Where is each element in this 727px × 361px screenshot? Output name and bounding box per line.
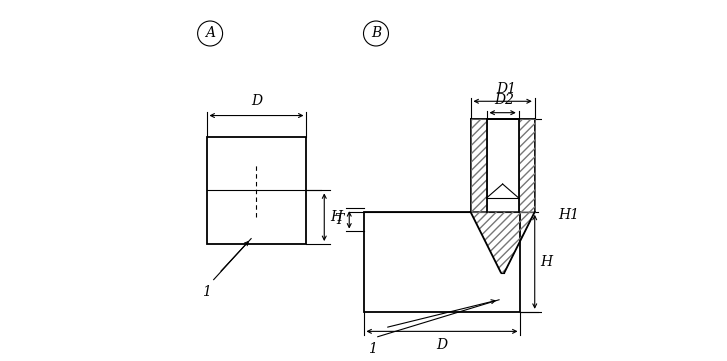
Text: D: D <box>251 94 262 108</box>
Text: H1: H1 <box>558 208 579 222</box>
Text: D2: D2 <box>494 93 515 107</box>
Text: 1: 1 <box>368 342 377 356</box>
Text: 1: 1 <box>202 285 211 299</box>
Bar <box>206 137 306 244</box>
Text: H: H <box>330 210 342 224</box>
Text: D1: D1 <box>497 82 516 96</box>
Text: A: A <box>205 26 215 40</box>
Text: T: T <box>334 213 344 227</box>
Text: H: H <box>540 255 553 269</box>
Text: D: D <box>436 339 448 352</box>
Text: B: B <box>371 26 381 40</box>
Bar <box>364 212 521 312</box>
